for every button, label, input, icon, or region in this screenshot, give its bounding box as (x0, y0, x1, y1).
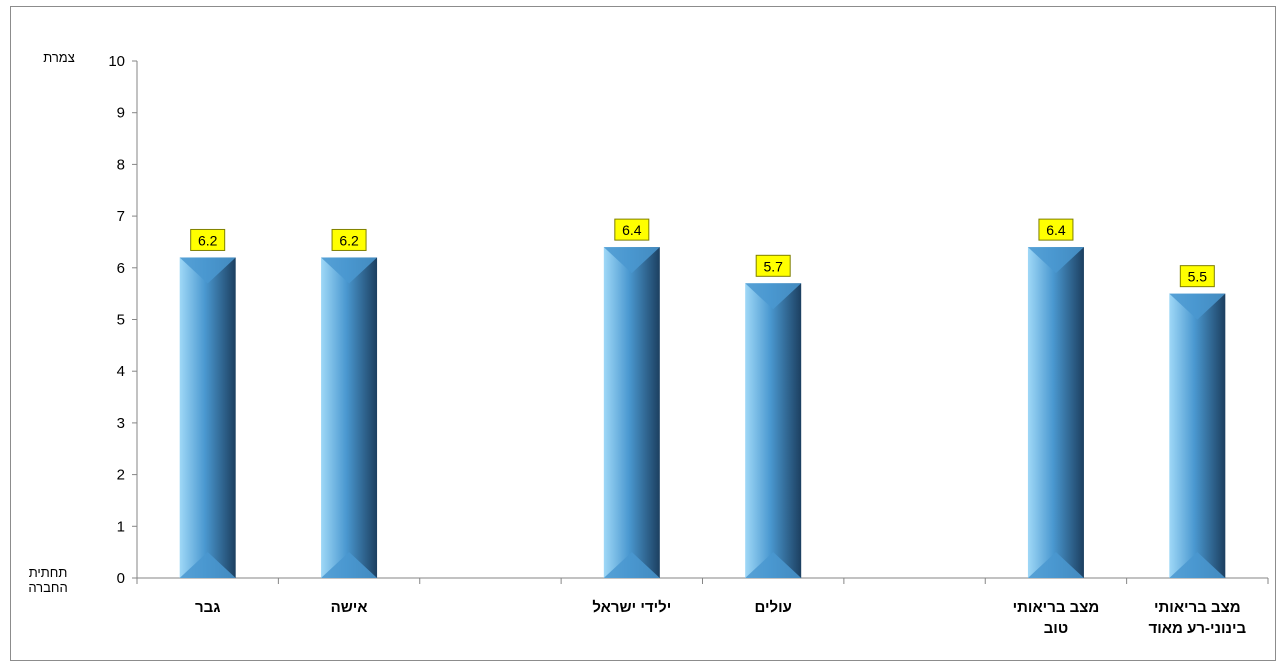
data-label: 6.2 (198, 232, 218, 248)
bar-cap-top (603, 247, 660, 274)
x-tick-label: אישה (331, 599, 368, 616)
data-label-box (1179, 265, 1215, 288)
bar (321, 257, 378, 578)
bar (179, 257, 236, 578)
x-tick-label: טוב (1044, 620, 1068, 637)
bar-cap-bottom (1169, 552, 1226, 578)
y-top-label: צמרת (43, 50, 75, 65)
bar-cap-top (745, 283, 802, 310)
bar-cap-bottom (321, 552, 378, 578)
bar-body (321, 257, 378, 578)
y-tick-label: 2 (117, 467, 125, 484)
x-tick-label: עולים (754, 599, 791, 616)
bar (745, 283, 802, 578)
data-label-box (614, 218, 650, 241)
data-label-box (331, 228, 367, 251)
data-label-box (1038, 218, 1074, 241)
bar-cap-top (179, 257, 236, 284)
data-label: 6.4 (622, 222, 642, 238)
bar-cap-bottom (1027, 552, 1084, 578)
bar-body (179, 257, 236, 578)
bars (179, 247, 1226, 578)
y-tick-label: 0 (117, 570, 125, 587)
y-tick-label: 6 (117, 260, 125, 277)
axes: 0 1 2 3 4 5 6 7 8 9 10 (108, 53, 1269, 587)
bar-cap-bottom (179, 552, 236, 578)
x-tick-label: בינוני-רע מאוד (1149, 620, 1247, 637)
y-tick-label: 1 (117, 518, 125, 535)
data-label: 6.4 (1046, 222, 1066, 238)
x-tick-label: מצב בריאותי (1154, 599, 1241, 616)
data-label-box (190, 228, 226, 251)
bar (1027, 247, 1084, 578)
x-tick-label: גבר (195, 599, 220, 616)
bar-cap-bottom (745, 552, 802, 578)
data-label-box (755, 254, 791, 277)
y-tick-label: 9 (117, 105, 125, 122)
bar (1169, 293, 1226, 578)
bar (603, 247, 660, 578)
data-label: 5.5 (1188, 269, 1208, 285)
y-bottom-label: תחתית החברה (28, 565, 68, 595)
y-tick-label: 7 (117, 208, 125, 225)
y-tick-label: 8 (117, 156, 125, 173)
y-tick-label: 3 (117, 415, 125, 432)
y-tick-label: 10 (108, 53, 125, 70)
bar-cap-top (1027, 247, 1084, 274)
y-tick-label: 4 (117, 363, 125, 380)
bar-cap-top (1169, 293, 1226, 320)
x-tick-label: ילידי ישראל (592, 599, 671, 616)
data-label: 5.7 (763, 258, 783, 274)
bar-cap-top (321, 257, 378, 284)
bar-cap-bottom (603, 552, 660, 578)
bar-body (1169, 293, 1226, 578)
bar-body (603, 247, 660, 578)
bar-body (745, 283, 802, 578)
bar-body (1027, 247, 1084, 578)
x-tick-label: מצב בריאותי (1013, 599, 1100, 616)
y-tick-label: 5 (117, 312, 125, 329)
labels: גבר אישה ילידי ישראל עולים מצב בריאותי טוב מצב… (190, 218, 1247, 637)
data-label: 6.2 (339, 232, 359, 248)
